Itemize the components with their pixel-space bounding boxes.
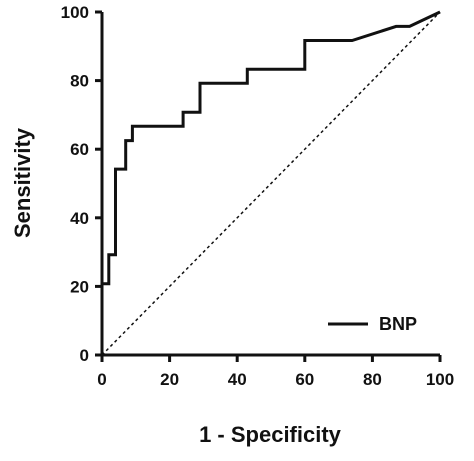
legend: BNP xyxy=(328,314,417,334)
x-tick-label: 80 xyxy=(363,370,382,389)
y-tick-label: 20 xyxy=(70,277,89,296)
x-tick-label: 100 xyxy=(426,370,454,389)
y-tick-label: 0 xyxy=(80,346,89,365)
x-axis-ticks: 0 20 40 60 80 100 xyxy=(97,355,454,389)
reference-diagonal-line xyxy=(101,11,441,356)
x-tick-label: 20 xyxy=(160,370,179,389)
x-tick-label: 60 xyxy=(295,370,314,389)
y-tick-label: 60 xyxy=(70,140,89,159)
y-axis-ticks: 0 20 40 60 80 100 xyxy=(61,3,102,365)
y-axis-title: Sensitivity xyxy=(10,127,35,238)
y-tick-label: 100 xyxy=(61,3,89,22)
x-tick-label: 0 xyxy=(97,370,106,389)
legend-label-bnp: BNP xyxy=(379,314,417,334)
x-axis-title: 1 - Specificity xyxy=(199,422,342,447)
series-line-bnp xyxy=(102,10,441,286)
y-tick-label: 80 xyxy=(70,72,89,91)
x-tick-label: 40 xyxy=(228,370,247,389)
y-tick-label: 40 xyxy=(70,209,89,228)
